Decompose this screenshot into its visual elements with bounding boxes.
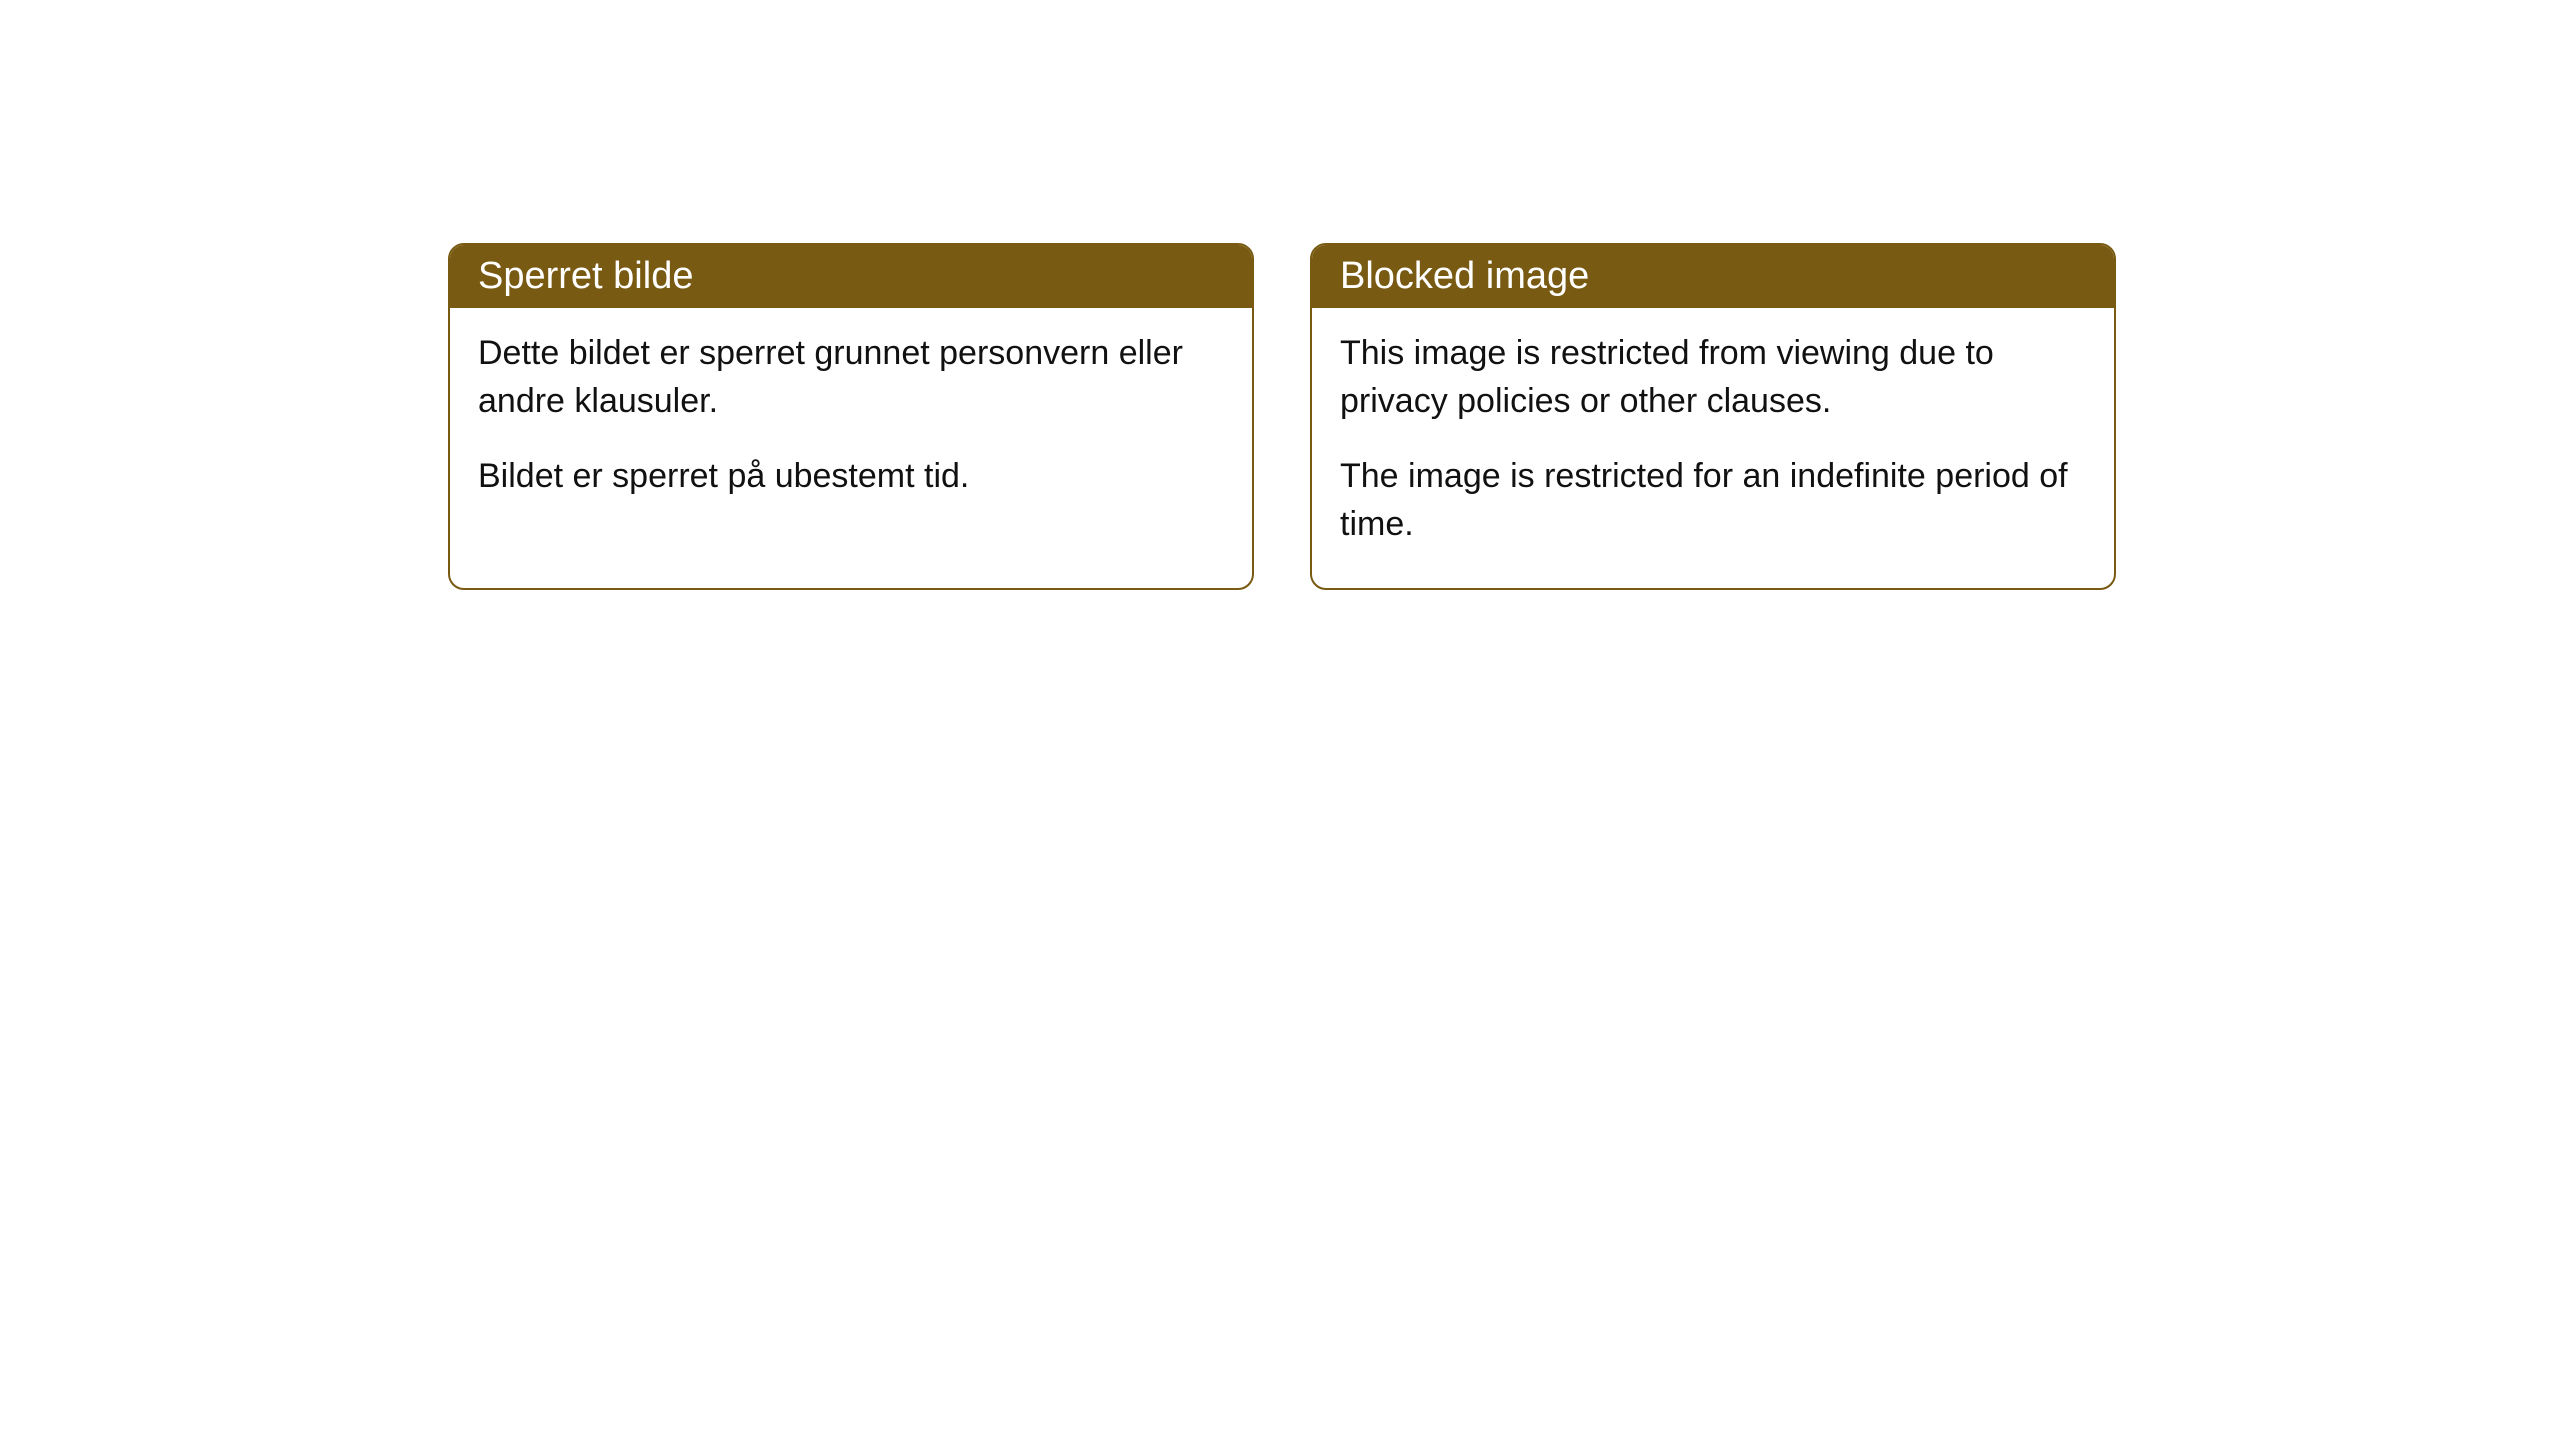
card-paragraph-english-1: This image is restricted from viewing du… (1340, 330, 2086, 425)
card-header-english: Blocked image (1312, 245, 2114, 308)
card-title-english: Blocked image (1340, 255, 1589, 297)
card-paragraph-norwegian-1: Dette bildet er sperret grunnet personve… (478, 330, 1224, 425)
card-paragraph-english-2: The image is restricted for an indefinit… (1340, 453, 2086, 548)
card-paragraph-norwegian-2: Bildet er sperret på ubestemt tid. (478, 453, 1224, 501)
notice-card-english: Blocked image This image is restricted f… (1310, 243, 2116, 590)
card-header-norwegian: Sperret bilde (450, 245, 1252, 308)
card-title-norwegian: Sperret bilde (478, 255, 693, 297)
notice-container: Sperret bilde Dette bildet er sperret gr… (448, 243, 2116, 590)
card-body-english: This image is restricted from viewing du… (1312, 308, 2114, 588)
notice-card-norwegian: Sperret bilde Dette bildet er sperret gr… (448, 243, 1254, 590)
card-body-norwegian: Dette bildet er sperret grunnet personve… (450, 308, 1252, 541)
